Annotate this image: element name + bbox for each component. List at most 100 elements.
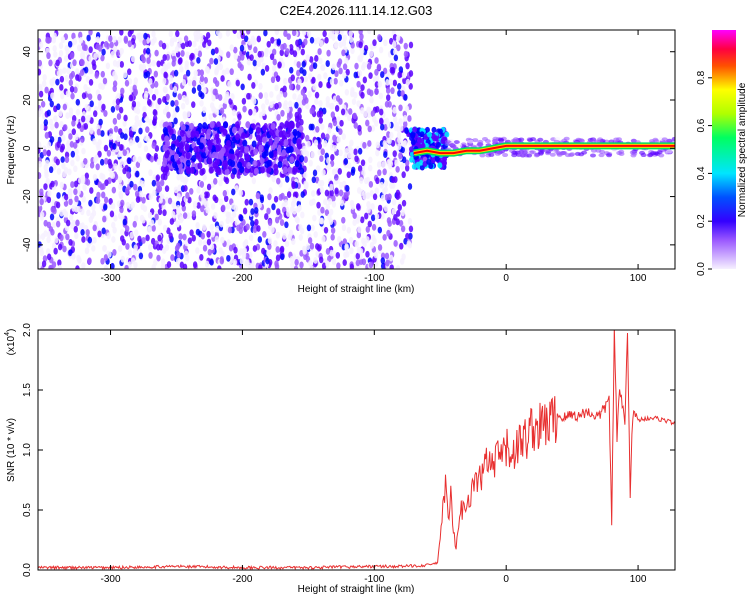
heat-cell	[122, 149, 127, 157]
heat-cell	[275, 246, 280, 253]
heat-cell	[200, 232, 206, 240]
heat-cell	[65, 112, 70, 119]
heat-cell	[323, 198, 328, 206]
heat-cell	[266, 166, 272, 174]
heat-cell	[339, 119, 344, 127]
heat-cell	[386, 217, 392, 224]
heat-cell	[156, 60, 161, 68]
heat-cell	[180, 175, 185, 183]
colorbar-tick-label: 0.0	[696, 262, 707, 276]
heat-cell	[289, 156, 295, 164]
heat-cell	[70, 159, 75, 167]
heat-cell	[379, 181, 384, 189]
x-tick-label: 0	[503, 273, 509, 284]
heat-cell	[59, 209, 64, 217]
heat-cell	[75, 98, 81, 106]
heat-cell	[91, 59, 96, 67]
heat-cell	[200, 192, 205, 199]
heat-cell	[325, 260, 330, 268]
heat-cell	[207, 143, 213, 151]
heat-cell	[67, 192, 73, 200]
svg-text:(x104): (x104)	[4, 329, 17, 356]
heat-cell	[362, 193, 367, 201]
heat-cell	[270, 226, 275, 234]
heat-cell	[380, 123, 385, 131]
heat-cell	[411, 163, 417, 170]
heat-cell	[213, 177, 218, 185]
heat-cell	[240, 32, 245, 40]
heat-cell	[377, 204, 383, 212]
heat-cell	[192, 200, 198, 208]
heat-cell	[221, 69, 227, 77]
heat-cell	[349, 147, 354, 155]
heat-cell	[357, 226, 362, 233]
heat-cell	[101, 173, 106, 181]
heat-cell	[100, 54, 105, 62]
heat-cell	[227, 158, 233, 166]
heat-cell	[104, 179, 109, 187]
heat-cell	[220, 75, 225, 82]
heat-cell	[321, 169, 326, 177]
heat-cell	[38, 261, 42, 269]
heat-cell	[156, 254, 161, 262]
heat-cell	[165, 53, 170, 61]
heat-cell	[189, 187, 194, 195]
heat-cell	[387, 137, 392, 145]
heat-cell	[225, 202, 231, 210]
heat-cell	[109, 41, 114, 49]
heat-cell	[252, 59, 257, 67]
heat-cell	[377, 169, 382, 177]
heat-cell	[251, 177, 257, 185]
heat-cell	[87, 236, 93, 244]
heat-cell	[97, 93, 102, 101]
heat-cell	[334, 187, 339, 195]
heat-cell	[52, 207, 57, 215]
heat-cell	[146, 57, 151, 64]
heat-cell	[368, 156, 373, 164]
heat-cell	[202, 198, 207, 206]
heat-cell	[303, 38, 308, 46]
heat-cell	[160, 263, 166, 269]
heat-cell	[149, 155, 154, 163]
heat-cell	[175, 257, 181, 265]
colorbar-tick-label: 0.8	[696, 70, 707, 84]
heat-cell	[256, 35, 261, 43]
heat-cell	[228, 98, 233, 105]
heat-cell	[254, 207, 259, 214]
heat-cell	[38, 90, 44, 98]
heat-cell	[259, 166, 265, 174]
heat-cell	[339, 199, 345, 207]
y-tick-label: 0.0	[22, 563, 33, 577]
heat-cell	[69, 141, 75, 148]
heat-cell	[342, 259, 347, 267]
heat-cell	[221, 204, 226, 212]
heat-cell	[317, 48, 322, 55]
heat-cell	[46, 141, 52, 149]
heat-cell	[199, 75, 205, 83]
heat-cell	[211, 105, 216, 113]
heat-cell	[563, 136, 570, 141]
heat-cell	[102, 77, 108, 85]
heat-cell	[111, 149, 116, 157]
heat-cell	[289, 255, 295, 263]
heat-cell	[314, 55, 319, 62]
heat-cell	[408, 41, 414, 49]
heat-cell	[404, 105, 410, 113]
heat-cell	[101, 227, 106, 235]
heat-cell	[309, 64, 314, 72]
heat-cell	[120, 235, 125, 243]
heat-cell	[401, 253, 406, 261]
heat-cell	[80, 50, 86, 58]
heat-cell	[285, 175, 290, 183]
heat-cell	[156, 243, 161, 251]
heat-cell	[53, 247, 58, 255]
heat-cell	[92, 173, 98, 181]
heat-cell	[332, 119, 338, 127]
heat-cell	[171, 133, 177, 141]
heat-cell	[275, 254, 281, 262]
heat-cell	[137, 141, 142, 149]
heat-cell	[410, 132, 416, 139]
heat-cell	[335, 95, 341, 102]
x-tick-label: -100	[364, 273, 384, 284]
heat-cell	[138, 252, 144, 260]
